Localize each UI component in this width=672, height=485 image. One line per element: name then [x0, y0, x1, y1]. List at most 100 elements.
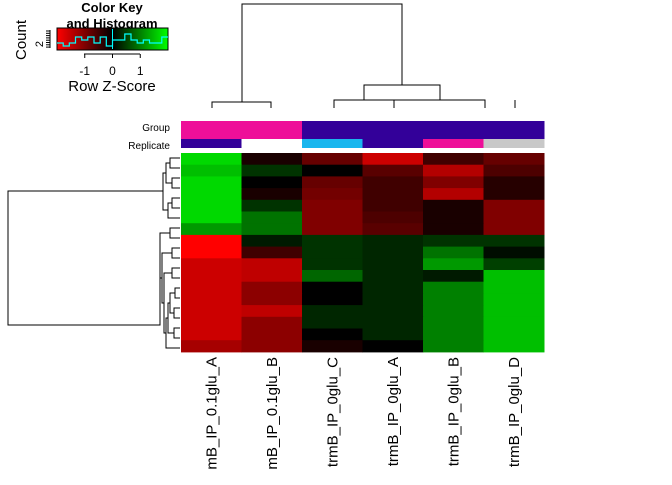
heatmap-cell: [362, 164, 424, 177]
heatmap-cell: [241, 328, 303, 341]
annotation-cell: [483, 121, 545, 139]
heatmap-cell: [483, 293, 545, 306]
heatmap-cell: [241, 246, 303, 259]
heatmap-cell: [241, 305, 303, 318]
heatmap-cell: [423, 153, 484, 166]
heatmap-cell: [423, 258, 484, 271]
column-labels: mB_IP_0.1glu_A mB_IP_0.1glu_B trmB_IP_0glu…: [203, 357, 523, 470]
column-label: trmB_IP_0glu_A: [385, 357, 402, 466]
key-xtick-label: 1: [137, 64, 144, 78]
heatmap-cell: [302, 188, 363, 201]
heatmap-cell: [302, 258, 363, 271]
heatmap-cell: [423, 164, 484, 177]
heatmap-cell: [241, 234, 303, 248]
heatmap-cell: [302, 199, 363, 212]
heatmap-cell: [302, 281, 363, 294]
column-label: trmB_IP_0glu_C: [324, 357, 341, 467]
heatmap-cell: [362, 176, 424, 189]
heatmap-cell: [362, 270, 424, 283]
heatmap-cell: [423, 316, 484, 329]
heatmap-cell: [241, 340, 303, 353]
heatmap-cell: [302, 305, 363, 318]
heatmap-cell: [302, 293, 363, 306]
heatmap-cell: [423, 223, 484, 236]
heatmap-cell: [423, 270, 484, 283]
heatmap-cell: [181, 305, 242, 318]
column-label: mB_IP_0.1glu_B: [264, 357, 281, 470]
heatmap-cell: [181, 340, 242, 353]
key-histogram-line: [57, 33, 168, 47]
heatmap-cell: [241, 199, 303, 212]
heatmap-cell: [483, 199, 545, 212]
heatmap-cell: [181, 153, 242, 166]
heatmap-cell: [181, 270, 242, 283]
heatmap-cell: [302, 164, 363, 177]
heatmap-cell: [241, 293, 303, 306]
heatmap-cell: [241, 281, 303, 294]
heatmap-cell: [181, 328, 242, 341]
key-title-line1: Color Key: [81, 0, 143, 15]
heatmap-cell: [362, 316, 424, 329]
heatmap-cell: [483, 246, 545, 259]
annotation-cell: [181, 121, 242, 139]
heatmap-cell: [423, 234, 484, 248]
heatmap-cell: [423, 211, 484, 224]
key-ytick: 2: [34, 41, 46, 47]
heatmap-cell: [302, 340, 363, 353]
annotation-label-replicate: Replicate: [128, 141, 170, 152]
heatmap-cell: [483, 176, 545, 189]
heatmap-cell: [302, 223, 363, 236]
heatmap-cell: [181, 164, 242, 177]
heatmap-cell: [423, 293, 484, 306]
heatmap-cell: [362, 340, 424, 353]
annotation-bars: [181, 121, 545, 148]
heatmap-cell: [362, 258, 424, 271]
heatmap-cell: [181, 199, 242, 212]
column-label: mB_IP_0.1glu_A: [203, 357, 220, 470]
heatmap-cell: [302, 328, 363, 341]
column-label: trmB_IP_0glu_B: [445, 357, 462, 466]
heatmap-cell: [423, 188, 484, 201]
heatmap-cell: [302, 316, 363, 329]
heatmap-cell: [302, 211, 363, 224]
heatmap-cell: [483, 281, 545, 294]
heatmap-cell: [483, 258, 545, 271]
heatmap-cell: [241, 153, 303, 166]
heatmap-cells: [181, 153, 545, 353]
annotation-cell: [241, 121, 303, 139]
annotation-cell: [362, 139, 424, 148]
key-yaxis-ticks: [46, 30, 50, 48]
annotation-cell: [362, 121, 424, 139]
heatmap-cell: [181, 281, 242, 294]
heatmap-cell: [423, 246, 484, 259]
key-title-line2: and Histogram: [66, 16, 157, 31]
heatmap-cell: [362, 293, 424, 306]
heatmap-cell: [483, 223, 545, 236]
annotation-cell: [302, 121, 363, 139]
heatmap-cell: [483, 316, 545, 329]
heatmap-cell: [181, 246, 242, 259]
heatmap-cell: [423, 328, 484, 341]
heatmap-cell: [302, 153, 363, 166]
heatmap-cell: [483, 305, 545, 318]
heatmap-cell: [241, 176, 303, 189]
heatmap-cell: [362, 281, 424, 294]
heatmap-cell: [423, 281, 484, 294]
heatmap-cell: [483, 164, 545, 177]
heatmap-cell: [241, 164, 303, 177]
heatmap-cell: [181, 293, 242, 306]
annotation-cell: [181, 139, 242, 148]
heatmap-cell: [181, 223, 242, 236]
annotation-label-group: Group: [142, 123, 170, 134]
heatmap-cell: [423, 199, 484, 212]
heatmap-cell: [181, 316, 242, 329]
key-xaxis-ticks: -1 0 1: [79, 54, 144, 78]
heatmap-cell: [181, 176, 242, 189]
key-xlabel: Row Z-Score: [68, 78, 156, 95]
heatmap-cell: [241, 223, 303, 236]
heatmap-cell: [302, 270, 363, 283]
key-xtick-label: -1: [79, 64, 90, 78]
heatmap-cell: [241, 188, 303, 201]
heatmap-cell: [362, 305, 424, 318]
